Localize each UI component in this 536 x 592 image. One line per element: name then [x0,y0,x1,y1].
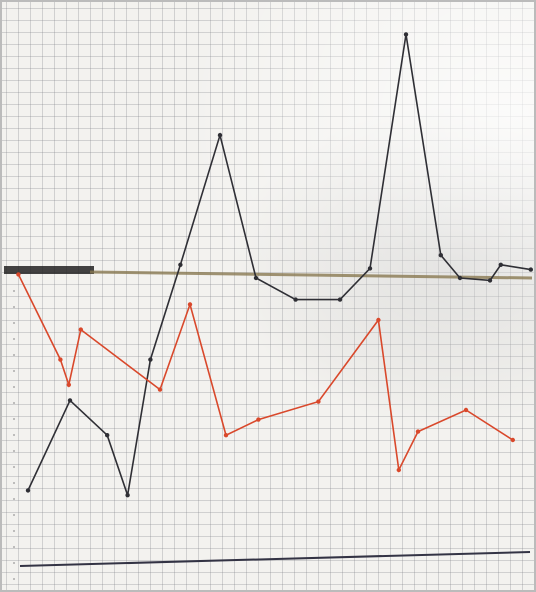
data-point [178,263,182,267]
data-line [18,274,512,470]
data-point [148,357,152,361]
data-point [188,302,192,306]
horizontal-rule [90,272,532,278]
data-point [224,433,228,437]
data-point [529,267,533,271]
data-point [458,276,462,280]
chart [0,0,536,592]
data-point [376,318,380,322]
data-point [338,297,342,301]
data-point [26,488,30,492]
data-point [368,266,372,270]
data-point [254,276,258,280]
data-point [416,429,420,433]
data-line [28,34,531,495]
data-point [158,387,162,391]
data-point [499,263,503,267]
data-point [105,433,109,437]
data-point [439,253,443,257]
data-point [511,438,515,442]
data-point [256,417,260,421]
x-axis [20,552,530,566]
data-point [488,278,492,282]
photo-border [1,1,535,591]
data-point [404,32,408,36]
data-point [58,357,62,361]
data-point [464,408,468,412]
data-point [218,133,222,137]
data-point [68,398,72,402]
data-point [79,327,83,331]
data-point [397,468,401,472]
data-point [316,399,320,403]
data-point [16,272,20,276]
data-point [125,493,129,497]
data-point [293,297,297,301]
data-point [67,383,71,387]
